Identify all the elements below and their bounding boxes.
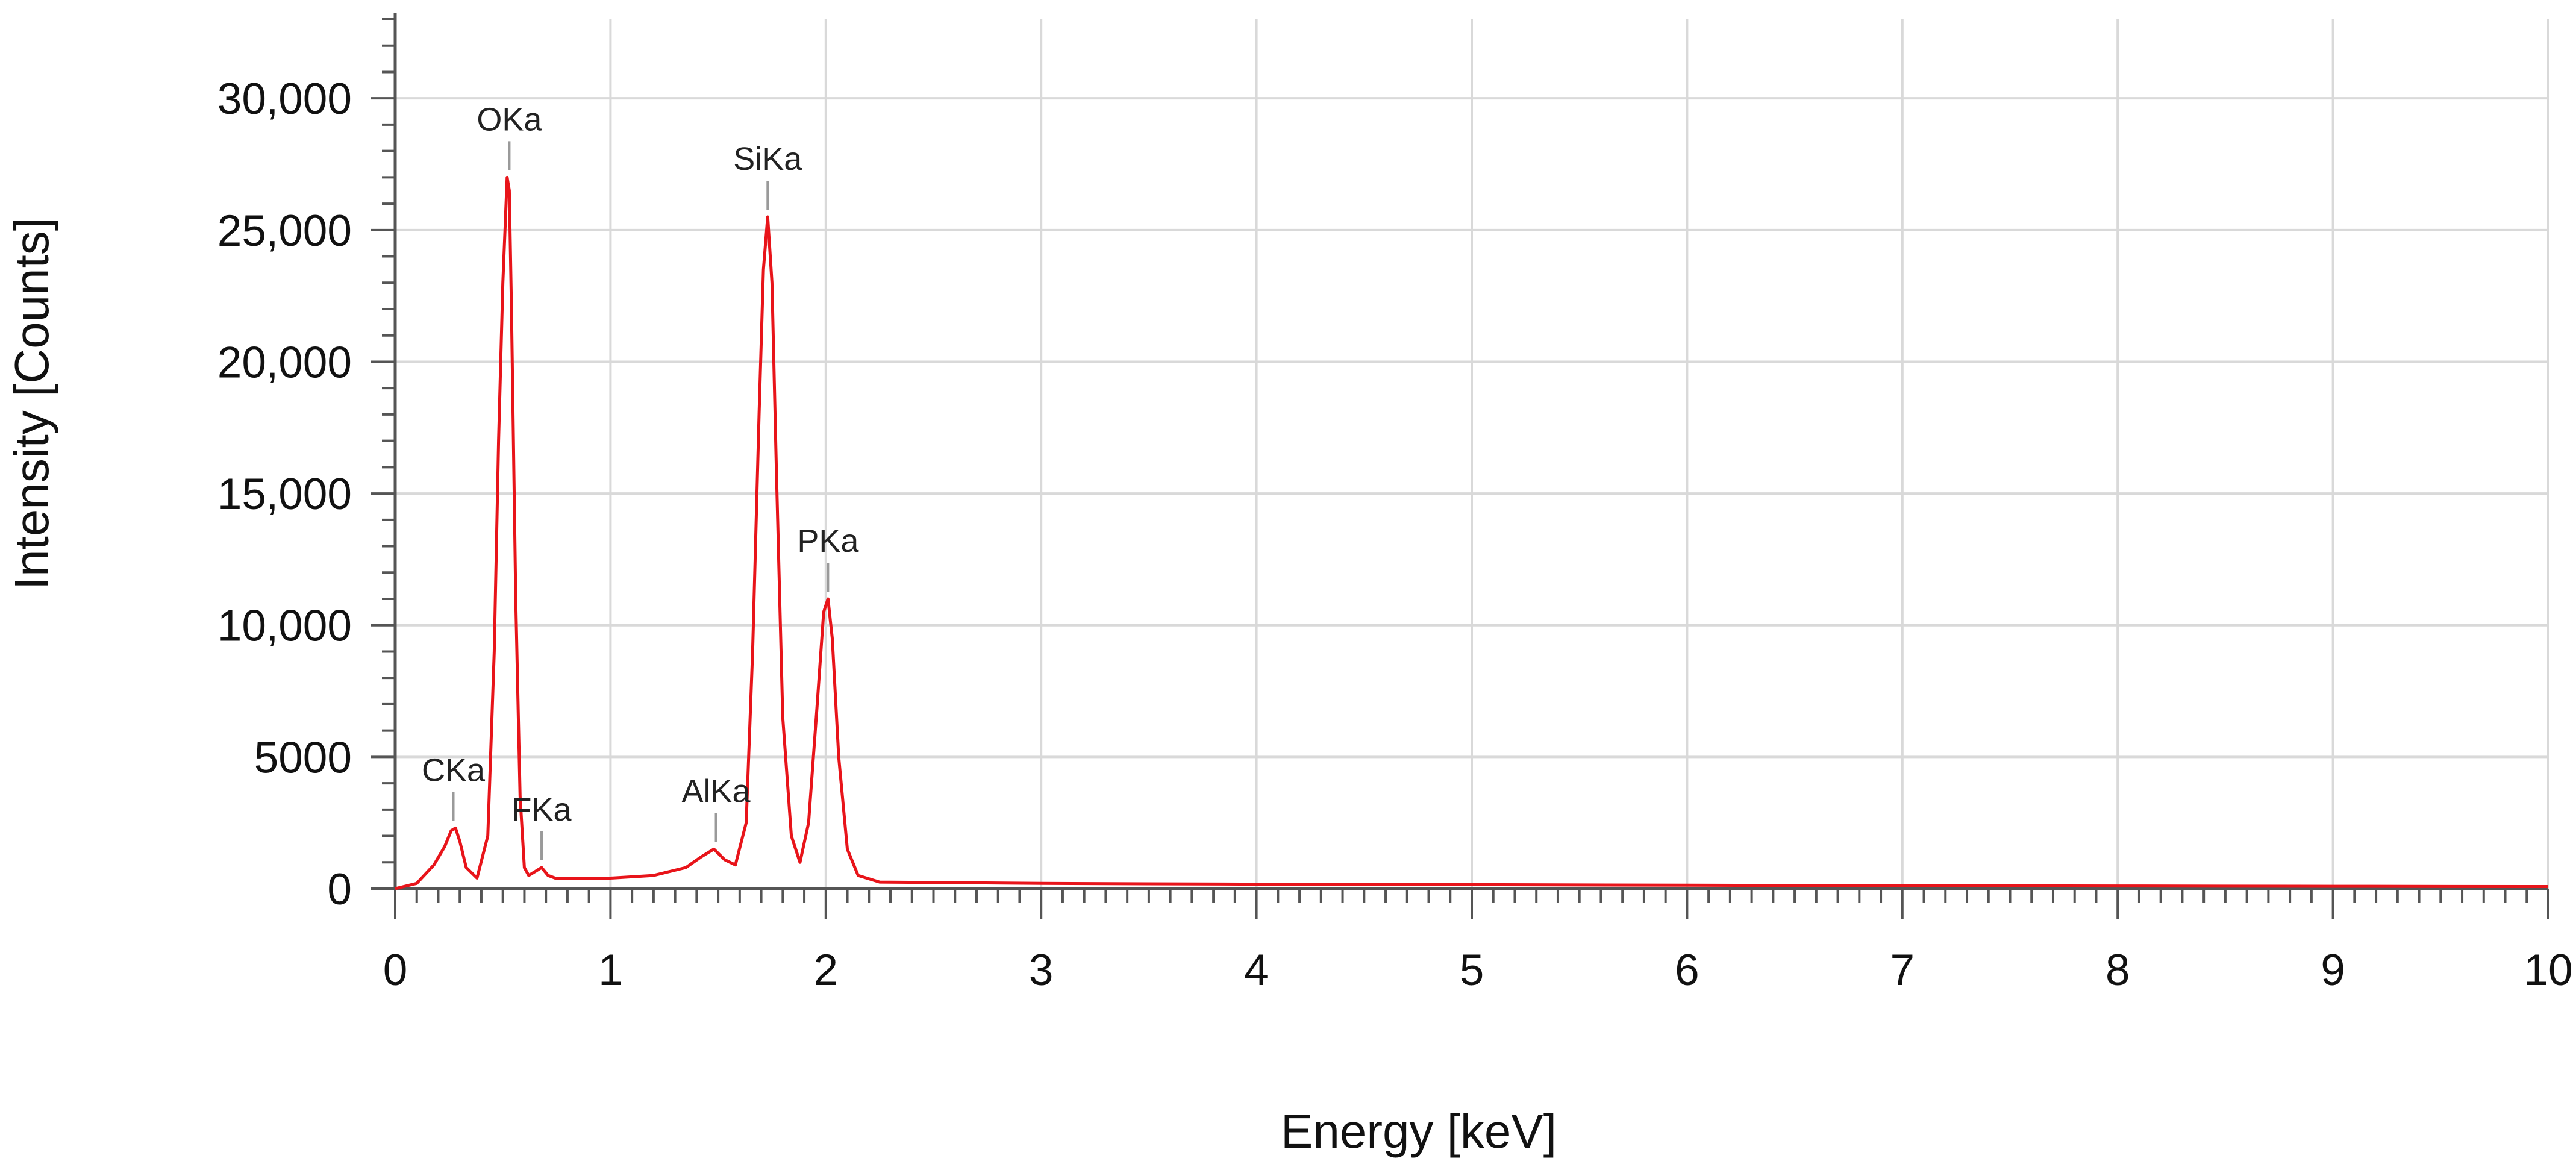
spectrum-line <box>395 175 2549 890</box>
y-tick-label: 20,000 <box>217 338 352 387</box>
series-layer <box>395 175 2549 890</box>
axes <box>393 13 2548 890</box>
x-tick-label: 2 <box>813 946 838 995</box>
x-tick-label: 1 <box>598 946 623 995</box>
minor-ticks <box>371 18 2549 919</box>
x-tick-label: 6 <box>1675 946 1699 995</box>
x-tick-label: 0 <box>383 946 408 995</box>
peak-annotations: CKa OKa FKa AlKa SiKa PKa <box>422 101 859 861</box>
y-axis-title: Intensity [Counts] <box>5 217 58 590</box>
y-tick-label: 0 <box>327 865 352 914</box>
x-axis-title: Energy [keV] <box>1281 1104 1557 1158</box>
y-tick-label: 25,000 <box>217 207 352 255</box>
x-tick-label: 10 <box>2524 946 2572 995</box>
x-tick-label: 9 <box>2321 946 2345 995</box>
x-tick-label: 4 <box>1244 946 1269 995</box>
x-tick-label: 5 <box>1460 946 1484 995</box>
x-tick-label: 7 <box>1890 946 1915 995</box>
peak-label: OKa <box>477 101 542 137</box>
y-tick-label: 10,000 <box>217 602 352 651</box>
x-tick-label: 3 <box>1029 946 1054 995</box>
grid <box>395 19 2549 889</box>
peak-label: FKa <box>512 792 572 828</box>
x-tick-labels: 0 1 2 3 4 5 6 7 8 9 10 <box>383 946 2573 995</box>
y-tick-label: 15,000 <box>217 470 352 519</box>
peak-label: PKa <box>797 523 859 559</box>
x-tick-label: 8 <box>2106 946 2130 995</box>
y-tick-label: 5000 <box>254 733 352 782</box>
peak-label: SiKa <box>733 141 802 177</box>
y-tick-labels: 0 5000 10,000 15,000 20,000 25,000 30,000 <box>217 75 352 914</box>
peak-label: AlKa <box>681 773 751 809</box>
y-tick-label: 30,000 <box>217 75 352 124</box>
peak-label: CKa <box>422 752 486 788</box>
